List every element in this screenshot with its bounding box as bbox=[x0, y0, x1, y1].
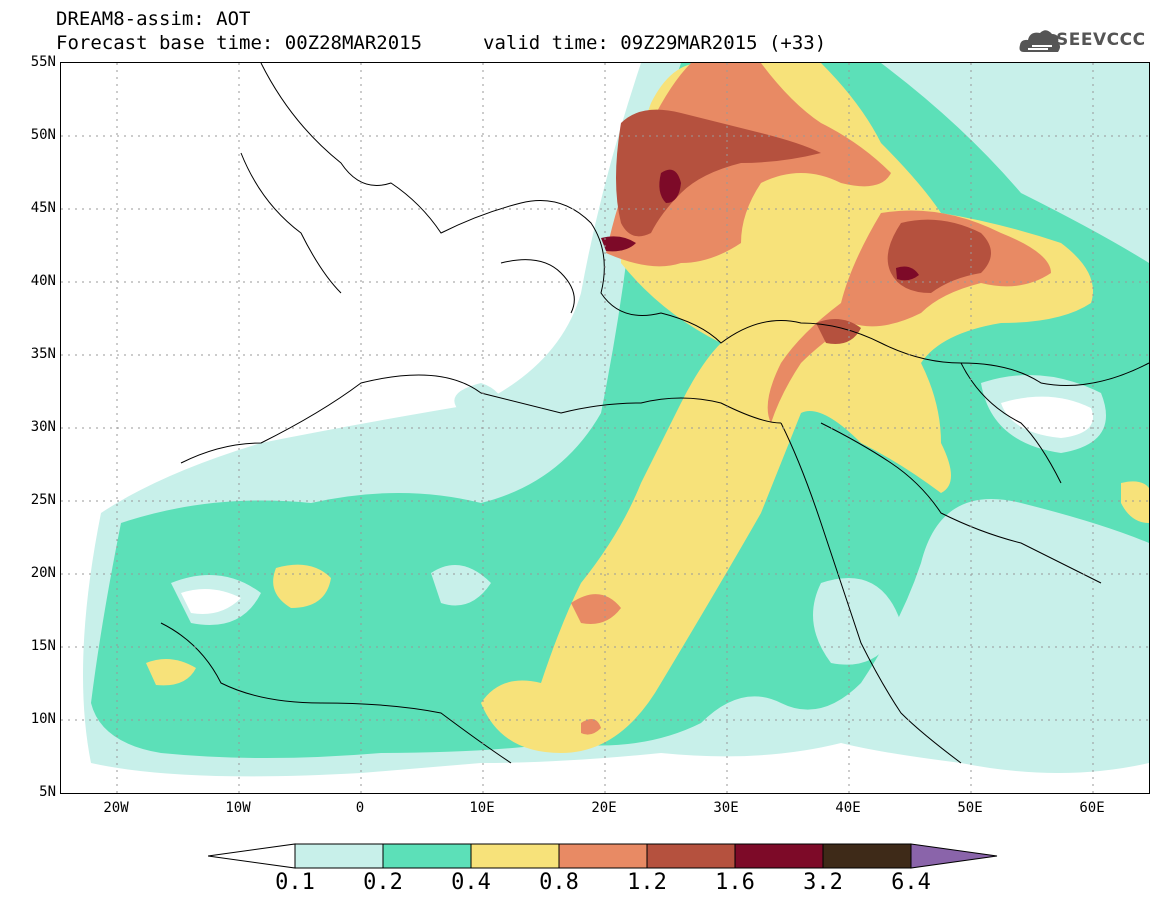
lon-label: 10E bbox=[469, 800, 495, 816]
aot-map[interactable] bbox=[60, 62, 1150, 794]
colorbar-label: 1.2 bbox=[627, 870, 667, 895]
colorbar-swatch bbox=[646, 843, 736, 869]
colorbar-label: 3.2 bbox=[803, 870, 843, 895]
colorbar-swatch bbox=[734, 843, 824, 869]
lon-label: 20E bbox=[591, 800, 617, 816]
colorbar-label: 1.6 bbox=[715, 870, 755, 895]
colorbar-label: 0.2 bbox=[363, 870, 403, 895]
lat-label: 25N bbox=[30, 492, 56, 508]
gridlines bbox=[61, 63, 1149, 793]
colorbar-under-arrow bbox=[208, 843, 296, 869]
valid-time: valid time: 09Z29MAR2015 (+33) bbox=[483, 32, 827, 54]
coastlines bbox=[160, 63, 1149, 764]
lon-label: 20W bbox=[103, 800, 129, 816]
lon-label: 0 bbox=[355, 800, 365, 816]
lat-label: 40N bbox=[30, 273, 56, 289]
map-title: DREAM8-assim: AOT bbox=[56, 8, 251, 30]
aot-level-1.6 bbox=[601, 169, 919, 281]
lat-label: 5N bbox=[39, 784, 56, 800]
colorbar-swatch bbox=[470, 843, 560, 869]
colorbar-swatch bbox=[382, 843, 472, 869]
lon-label: 40E bbox=[835, 800, 861, 816]
lat-label: 35N bbox=[30, 346, 56, 362]
lat-label: 45N bbox=[30, 200, 56, 216]
lat-label: 50N bbox=[30, 127, 56, 143]
lon-label: 30E bbox=[713, 800, 739, 816]
aot-field bbox=[61, 63, 1149, 793]
lat-label: 10N bbox=[30, 711, 56, 727]
colorbar-label: 6.4 bbox=[891, 870, 931, 895]
lat-label: 15N bbox=[30, 638, 56, 654]
lat-label: 55N bbox=[30, 54, 56, 70]
colorbar-swatch bbox=[294, 843, 384, 869]
lat-label: 30N bbox=[30, 419, 56, 435]
colorbar-swatch bbox=[822, 843, 912, 869]
lon-label: 50E bbox=[957, 800, 983, 816]
lon-label: 10W bbox=[225, 800, 251, 816]
colorbar-label: 0.8 bbox=[539, 870, 579, 895]
seevccc-logo: SEEVCCC bbox=[1056, 30, 1146, 50]
colorbar-over-arrow bbox=[910, 843, 998, 869]
colorbar-swatch bbox=[558, 843, 648, 869]
forecast-base-time: Forecast base time: 00Z28MAR2015 bbox=[56, 32, 423, 54]
lon-label: 60E bbox=[1079, 800, 1105, 816]
colorbar bbox=[208, 843, 998, 869]
colorbar-label: 0.4 bbox=[451, 870, 491, 895]
colorbar-label: 0.1 bbox=[275, 870, 315, 895]
cloud-icon bbox=[1019, 30, 1060, 52]
lat-label: 20N bbox=[30, 565, 56, 581]
